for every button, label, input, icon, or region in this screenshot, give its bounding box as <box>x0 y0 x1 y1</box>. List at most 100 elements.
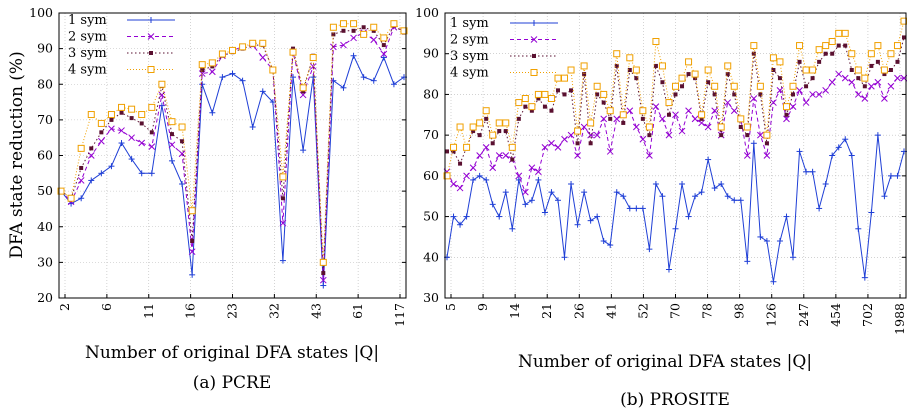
data-point <box>724 193 731 200</box>
data-point <box>887 82 895 90</box>
data-point <box>874 42 882 50</box>
data-point <box>108 125 115 133</box>
series-line <box>447 37 905 165</box>
data-point <box>535 168 542 176</box>
y-tick-label: 90 <box>423 46 439 61</box>
data-point <box>730 107 738 115</box>
legend-item: 2 sym <box>450 33 558 48</box>
data-point <box>841 74 849 82</box>
data-point <box>180 139 185 144</box>
data-point <box>229 70 236 77</box>
data-point <box>574 127 582 135</box>
data-point <box>350 52 357 59</box>
data-point <box>822 181 829 187</box>
data-point <box>900 17 907 25</box>
y-tick-label: 40 <box>37 219 53 234</box>
data-point <box>98 170 105 177</box>
data-point <box>776 238 783 244</box>
data-point <box>450 143 458 151</box>
data-point <box>887 172 894 179</box>
x-tick-label: 14 <box>507 303 522 319</box>
data-point <box>634 76 639 81</box>
data-point <box>743 152 751 159</box>
data-point <box>861 95 869 102</box>
data-point <box>659 193 666 200</box>
data-point <box>279 173 287 181</box>
data-point <box>541 90 549 98</box>
data-point <box>148 103 156 111</box>
data-point <box>678 74 686 82</box>
data-point <box>593 82 601 90</box>
legend-label: 3 sym <box>68 46 107 61</box>
data-point <box>97 137 105 145</box>
data-point <box>626 107 634 115</box>
data-point <box>686 72 691 77</box>
data-point <box>451 149 456 154</box>
data-point <box>874 78 882 86</box>
x-tick-label: 23 <box>225 303 240 319</box>
legend-label: 2 sym <box>450 33 489 48</box>
data-point <box>515 99 523 107</box>
data-point <box>463 172 470 180</box>
legend-label: 4 sym <box>68 63 107 78</box>
data-point <box>443 172 451 180</box>
data-point <box>528 164 536 172</box>
data-point <box>575 141 580 146</box>
data-point <box>874 132 881 139</box>
y-tick-label: 100 <box>29 5 53 20</box>
chart-a-ylabel: DFA state reduction (%) <box>7 51 27 258</box>
data-point <box>569 88 574 93</box>
data-point <box>789 82 797 90</box>
data-point <box>371 28 376 33</box>
data-point <box>259 54 267 61</box>
data-point <box>329 23 337 31</box>
data-point <box>381 43 386 48</box>
x-tick-label: 6 <box>99 303 114 311</box>
data-point <box>692 193 699 200</box>
data-point <box>600 238 607 244</box>
x-tick-label: 247 <box>796 303 811 327</box>
data-point <box>339 20 347 28</box>
data-point <box>770 99 777 106</box>
data-point <box>99 130 104 135</box>
y-tick-label: 70 <box>423 127 439 142</box>
data-point <box>750 42 758 50</box>
data-point <box>239 77 246 84</box>
data-point <box>320 282 327 289</box>
data-point <box>463 143 471 151</box>
data-point <box>627 68 632 72</box>
data-point <box>685 107 692 115</box>
data-point <box>893 42 901 50</box>
data-point <box>665 131 673 139</box>
data-point <box>606 107 614 115</box>
data-point <box>639 107 647 115</box>
data-point <box>148 143 156 150</box>
legend-item: 3 sym <box>450 49 558 64</box>
data-point <box>758 92 763 97</box>
data-point <box>239 43 247 51</box>
data-point <box>614 63 619 68</box>
data-point <box>621 120 626 125</box>
data-point <box>489 131 497 139</box>
data-point <box>200 68 205 72</box>
data-point <box>340 84 347 91</box>
data-point <box>77 177 85 184</box>
data-point <box>665 266 672 273</box>
data-point <box>619 111 627 119</box>
data-point <box>67 194 75 202</box>
y-tick-label: 60 <box>37 148 53 163</box>
data-point <box>188 207 196 215</box>
data-point <box>380 50 388 58</box>
chart-b-series <box>443 17 907 285</box>
data-point <box>489 164 497 172</box>
data-point <box>484 116 489 121</box>
data-point <box>574 152 581 159</box>
data-point <box>757 233 764 240</box>
data-point <box>587 119 595 127</box>
data-point <box>593 131 601 139</box>
data-point <box>482 144 490 151</box>
data-point <box>790 254 797 261</box>
data-point <box>109 117 114 122</box>
legend-label: 2 sym <box>68 30 107 45</box>
data-point <box>705 156 712 163</box>
